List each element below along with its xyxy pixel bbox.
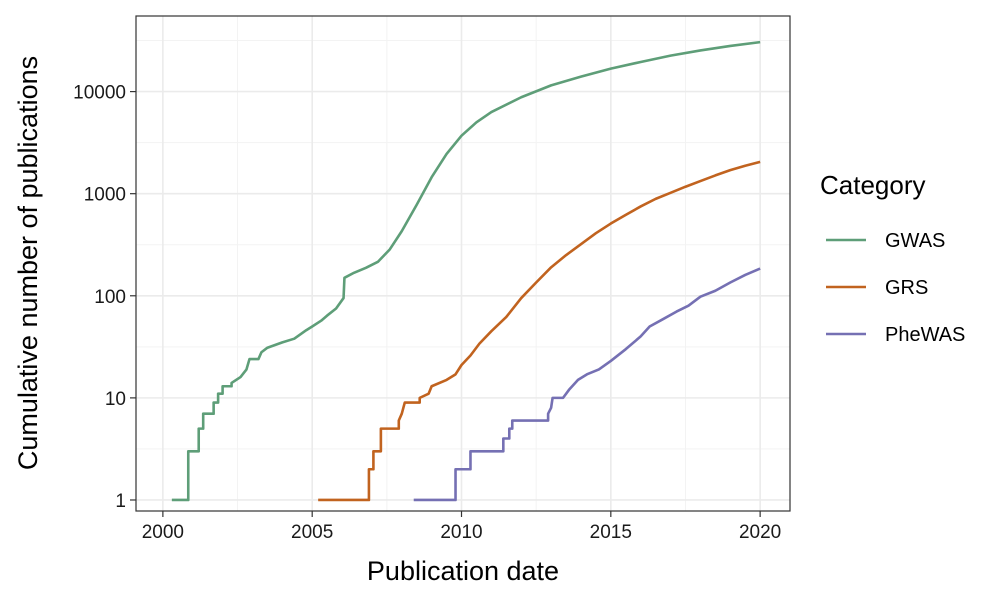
y-tick-label: 10000 — [73, 83, 126, 104]
legend-label-grs: GRS — [885, 277, 928, 299]
x-tick-label: 2005 — [291, 522, 333, 543]
legend-item-grs: GRS — [826, 277, 928, 299]
legend-label-gwas: GWAS — [885, 230, 945, 252]
x-tick-label: 2000 — [142, 522, 184, 543]
x-tick-label: 2010 — [440, 522, 482, 543]
x-tick-label: 2020 — [739, 522, 781, 543]
plot-panel-border — [135, 15, 791, 512]
axis-ticks — [130, 90, 761, 517]
x-tick-label: 2015 — [590, 522, 632, 543]
y-tick-label: 10 — [105, 389, 126, 410]
x-axis-tick-labels: 2000 2005 2010 2015 2020 — [142, 522, 782, 543]
legend-title: Category — [820, 170, 926, 200]
series-line-grs — [318, 160, 761, 502]
y-tick-label: 1000 — [84, 185, 126, 206]
y-tick-label: 100 — [94, 287, 126, 308]
legend: Category GWAS GRS PheWAS — [820, 170, 965, 346]
legend-items: GWAS GRS PheWAS — [826, 230, 965, 346]
y-axis-tick-labels: 1 10 100 1000 10000 — [73, 83, 126, 512]
legend-item-phewas: PheWAS — [826, 324, 965, 346]
series-lines — [171, 40, 761, 502]
x-axis-title: Publication date — [367, 556, 559, 586]
legend-label-phewas: PheWAS — [885, 324, 965, 346]
series-line-phewas — [413, 267, 761, 502]
y-tick-label: 1 — [115, 491, 126, 512]
legend-item-gwas: GWAS — [826, 230, 945, 252]
y-axis-title: Cumulative number of publications — [13, 56, 43, 470]
series-line-gwas — [171, 40, 761, 502]
grid — [136, 16, 790, 511]
